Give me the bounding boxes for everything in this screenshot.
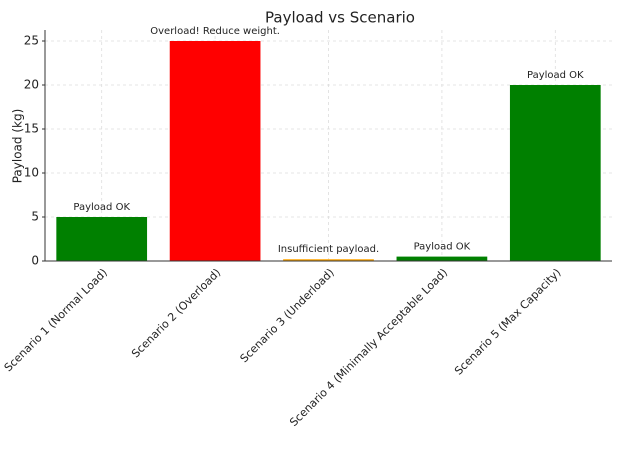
bar [169, 41, 261, 261]
bar-annotation: Payload OK [73, 202, 130, 213]
y-tick-label: 20 [24, 78, 39, 92]
bar-annotation: Payload OK [414, 242, 471, 253]
bar [509, 85, 601, 261]
x-tick-label: Scenario 1 (Normal Load) [2, 266, 110, 374]
y-tick-label: 5 [31, 210, 39, 224]
y-tick-label: 25 [24, 34, 39, 48]
bar [283, 259, 374, 261]
bar-annotation: Overload! Reduce weight. [150, 26, 280, 37]
y-tick-label: 10 [24, 166, 39, 180]
x-tick-label: Scenario 5 (Max Capacity) [452, 266, 564, 378]
bar-annotation: Insufficient payload. [278, 244, 379, 255]
bar-annotation: Payload OK [527, 70, 584, 81]
x-tick-label: Scenario 2 (Overload) [129, 266, 223, 360]
y-tick-label: 0 [31, 254, 39, 268]
y-tick-label: 15 [24, 122, 39, 136]
x-tick-label: Scenario 3 (Underload) [238, 266, 337, 365]
y-axis-label: Payload (kg) [11, 109, 25, 184]
chart-title: Payload vs Scenario [265, 9, 415, 27]
bar [396, 256, 488, 261]
bar [56, 217, 148, 261]
